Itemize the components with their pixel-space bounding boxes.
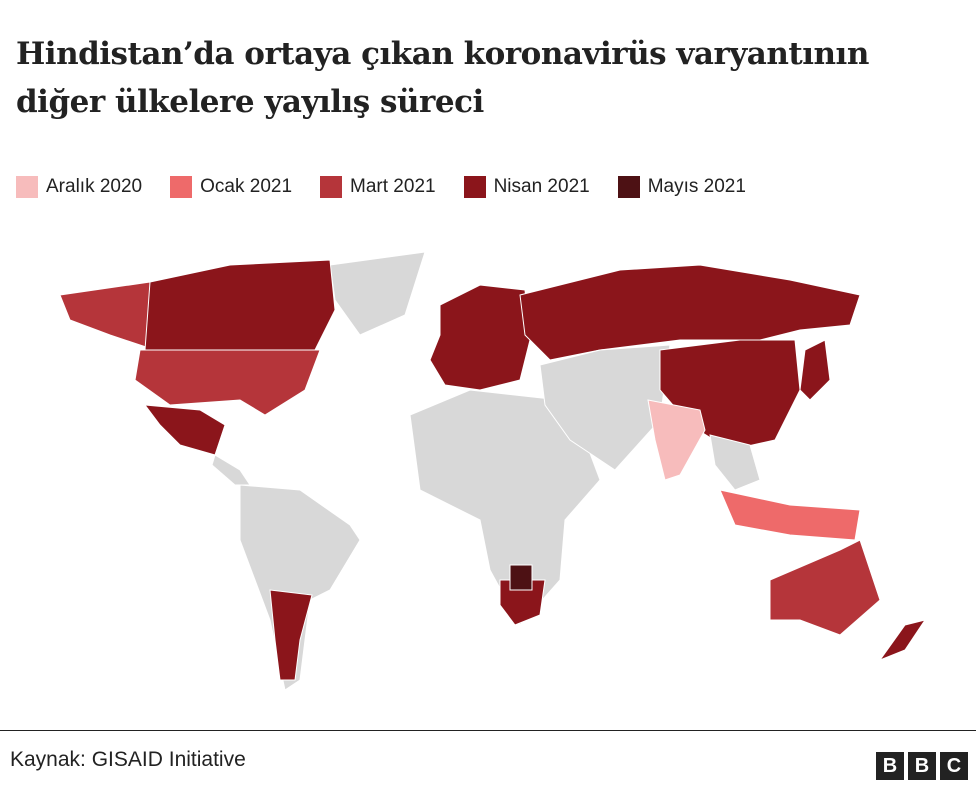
australia (769, 539, 881, 636)
botswana (509, 564, 533, 591)
japan (799, 339, 831, 401)
india (647, 399, 706, 481)
canada (144, 259, 336, 351)
legend-label: Ocak 2021 (200, 176, 293, 197)
legend-label: Nisan 2021 (493, 176, 590, 197)
legend-item: Mayıs 2021 (617, 176, 746, 198)
indonesia (719, 489, 861, 541)
central-asia (539, 344, 671, 471)
logo-letter: C (940, 752, 968, 780)
logo-letter: B (908, 752, 936, 780)
legend-swatch (320, 176, 343, 198)
legend-label: Mart 2021 (350, 176, 436, 197)
legend-swatch (170, 176, 193, 198)
new-zealand (878, 619, 927, 662)
legend-swatch (16, 176, 38, 198)
legend-item: Nisan 2021 (463, 176, 590, 198)
legend-item: Mart 2021 (320, 176, 436, 198)
legend-swatch (463, 176, 486, 198)
legend-label: Aralık 2020 (46, 176, 143, 197)
legend-item: Aralık 2020 (16, 176, 142, 198)
title-line: Hindistan’da ortaya çıkan koronavirüs va… (16, 36, 869, 72)
central-america (211, 454, 251, 486)
southern-africa (499, 579, 546, 626)
map (59, 251, 927, 691)
alaska (59, 281, 156, 351)
argentina (269, 589, 313, 681)
legend-swatch (617, 176, 640, 198)
rule (0, 730, 976, 731)
southeast-asia (709, 434, 761, 491)
greenland (329, 251, 426, 336)
usa (134, 349, 321, 416)
logo-letter: B (876, 752, 904, 780)
legend: Aralık 2020 Ocak 2021 Mart 2021 Nisan 2021 M… (16, 176, 774, 198)
europe (429, 284, 531, 391)
south-america (239, 484, 361, 691)
title: Hindistan’da ortaya çıkan koronavirüs va… (16, 30, 869, 126)
source: Kaynak: GISAID Initiative (10, 748, 246, 771)
legend-item: Ocak 2021 (170, 176, 292, 198)
title-line: diğer ülkelere yayılış süreci (16, 84, 484, 120)
legend-label: Mayıs 2021 (647, 176, 746, 197)
mexico (143, 404, 226, 456)
russia (519, 264, 861, 361)
